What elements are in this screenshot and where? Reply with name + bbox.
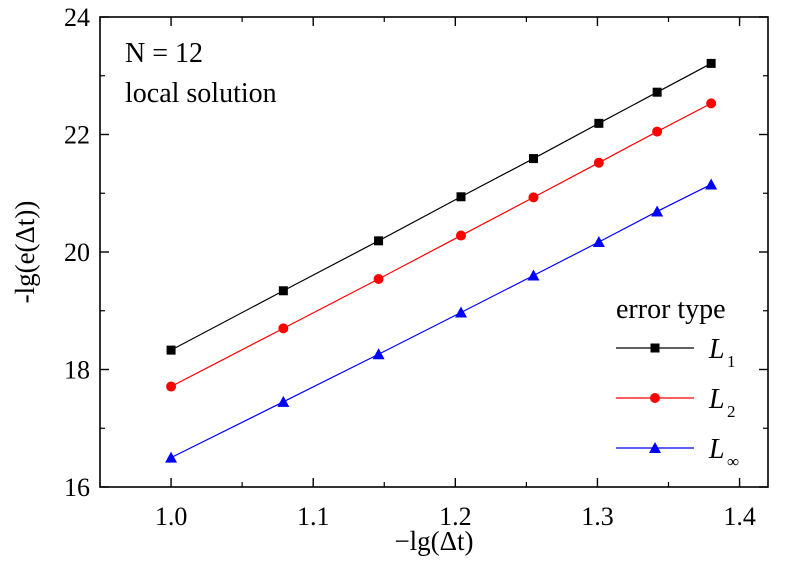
data-point xyxy=(374,236,384,246)
x-tick-label: 1.4 xyxy=(723,502,756,531)
data-point xyxy=(592,236,605,248)
data-point xyxy=(373,274,384,285)
data-point xyxy=(706,98,717,109)
series-triangle xyxy=(165,178,718,463)
data-point xyxy=(593,157,604,168)
x-tick-label: 1.3 xyxy=(581,502,614,531)
legend-label: L xyxy=(708,384,725,415)
legend-label-subscript: ∞ xyxy=(727,452,739,471)
data-point xyxy=(528,192,539,203)
series-line xyxy=(170,183,712,459)
legend-title: error type xyxy=(616,294,726,325)
x-axis-label: −lg(Δt) xyxy=(394,526,473,556)
data-point xyxy=(594,118,604,128)
data-point xyxy=(456,230,467,241)
data-point xyxy=(527,269,540,281)
data-point xyxy=(278,286,288,296)
data-point xyxy=(166,381,177,392)
y-tick-label: 18 xyxy=(64,356,90,385)
series-line xyxy=(170,62,712,351)
data-point xyxy=(456,192,466,202)
data-point xyxy=(528,154,538,164)
y-tick-label: 20 xyxy=(64,238,90,267)
axis-ticks: 1.0 1.1 1.2 1.3 1.4 16 18 20 22 24 xyxy=(64,3,768,531)
data-point xyxy=(652,87,662,97)
legend-label: L xyxy=(708,334,725,365)
data-point xyxy=(372,348,385,360)
legend-marker xyxy=(650,343,660,353)
annotation-local-solution: local solution xyxy=(125,78,277,109)
series-layer xyxy=(165,58,718,463)
data-point xyxy=(165,451,178,463)
legend-marker xyxy=(650,393,660,403)
data-point xyxy=(455,306,468,318)
data-point xyxy=(652,126,663,137)
legend: error type L 1L 2L ∞ xyxy=(616,294,739,471)
data-point xyxy=(277,395,290,407)
series-line xyxy=(170,102,712,388)
data-point xyxy=(705,178,718,190)
legend-entry: L ∞ xyxy=(616,434,739,471)
series-circle xyxy=(166,98,717,392)
data-point xyxy=(651,205,664,217)
legend-label-subscript: 2 xyxy=(727,402,736,421)
data-point xyxy=(166,345,176,355)
y-tick-label: 22 xyxy=(64,121,90,150)
legend-label-subscript: 1 xyxy=(727,352,736,371)
x-tick-label: 1.1 xyxy=(297,502,330,531)
data-point xyxy=(278,323,289,334)
series-square xyxy=(166,58,716,355)
y-tick-label: 16 xyxy=(64,473,90,502)
x-tick-label: 1.2 xyxy=(439,502,472,531)
annotation-n: N = 12 xyxy=(125,38,203,69)
legend-marker xyxy=(649,442,661,453)
y-axis-label: -lg(e(Δt)) xyxy=(10,201,40,304)
data-point xyxy=(706,58,716,68)
y-tick-label: 24 xyxy=(64,3,90,32)
legend-label: L xyxy=(708,434,725,465)
x-tick-label: 1.0 xyxy=(155,502,188,531)
